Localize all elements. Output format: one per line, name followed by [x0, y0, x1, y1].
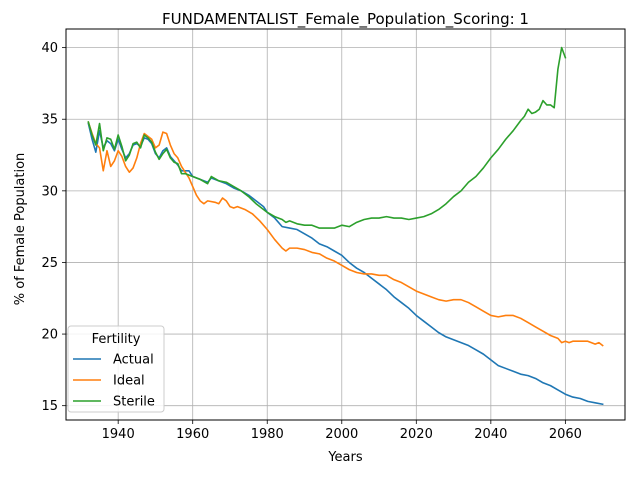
x-tick-label: 2020: [400, 427, 433, 442]
y-axis-label: % of Female Population: [13, 153, 28, 306]
y-tick-label: 40: [41, 41, 58, 56]
chart-title: FUNDAMENTALIST_Female_Population_Scoring…: [162, 10, 529, 29]
axis-ticks: 1940 1960 1980 2000 2020 2040 2060 15 20 25 30 35 40: [41, 41, 581, 442]
legend-label-ideal: Ideal: [113, 374, 145, 389]
legend-label-sterile: Sterile: [113, 395, 155, 410]
legend-title: Fertility: [92, 332, 141, 347]
series-line-sterile: [87, 46, 567, 229]
x-tick-label: 2040: [474, 427, 507, 442]
legend-box: [67, 325, 165, 413]
x-tick-label: 1940: [102, 427, 135, 442]
plot-frame: [65, 28, 626, 421]
x-tick-label: 2000: [325, 427, 358, 442]
x-tick-label: 1980: [251, 427, 284, 442]
y-tick-label: 30: [41, 184, 58, 199]
y-tick-label: 20: [41, 328, 58, 343]
legend: Fertility Actual Ideal Sterile: [67, 325, 165, 413]
legend-label-actual: Actual: [113, 353, 154, 368]
series-line-ideal: [87, 121, 604, 347]
y-tick-label: 35: [41, 113, 58, 128]
x-tick-label: 1960: [176, 427, 209, 442]
x-axis-label: Years: [327, 450, 363, 465]
x-tick-label: 2060: [549, 427, 582, 442]
y-tick-label: 15: [41, 399, 58, 414]
series-lines: [87, 46, 604, 406]
y-tick-label: 25: [41, 256, 58, 271]
legend-entries: Actual Ideal Sterile: [73, 353, 155, 410]
